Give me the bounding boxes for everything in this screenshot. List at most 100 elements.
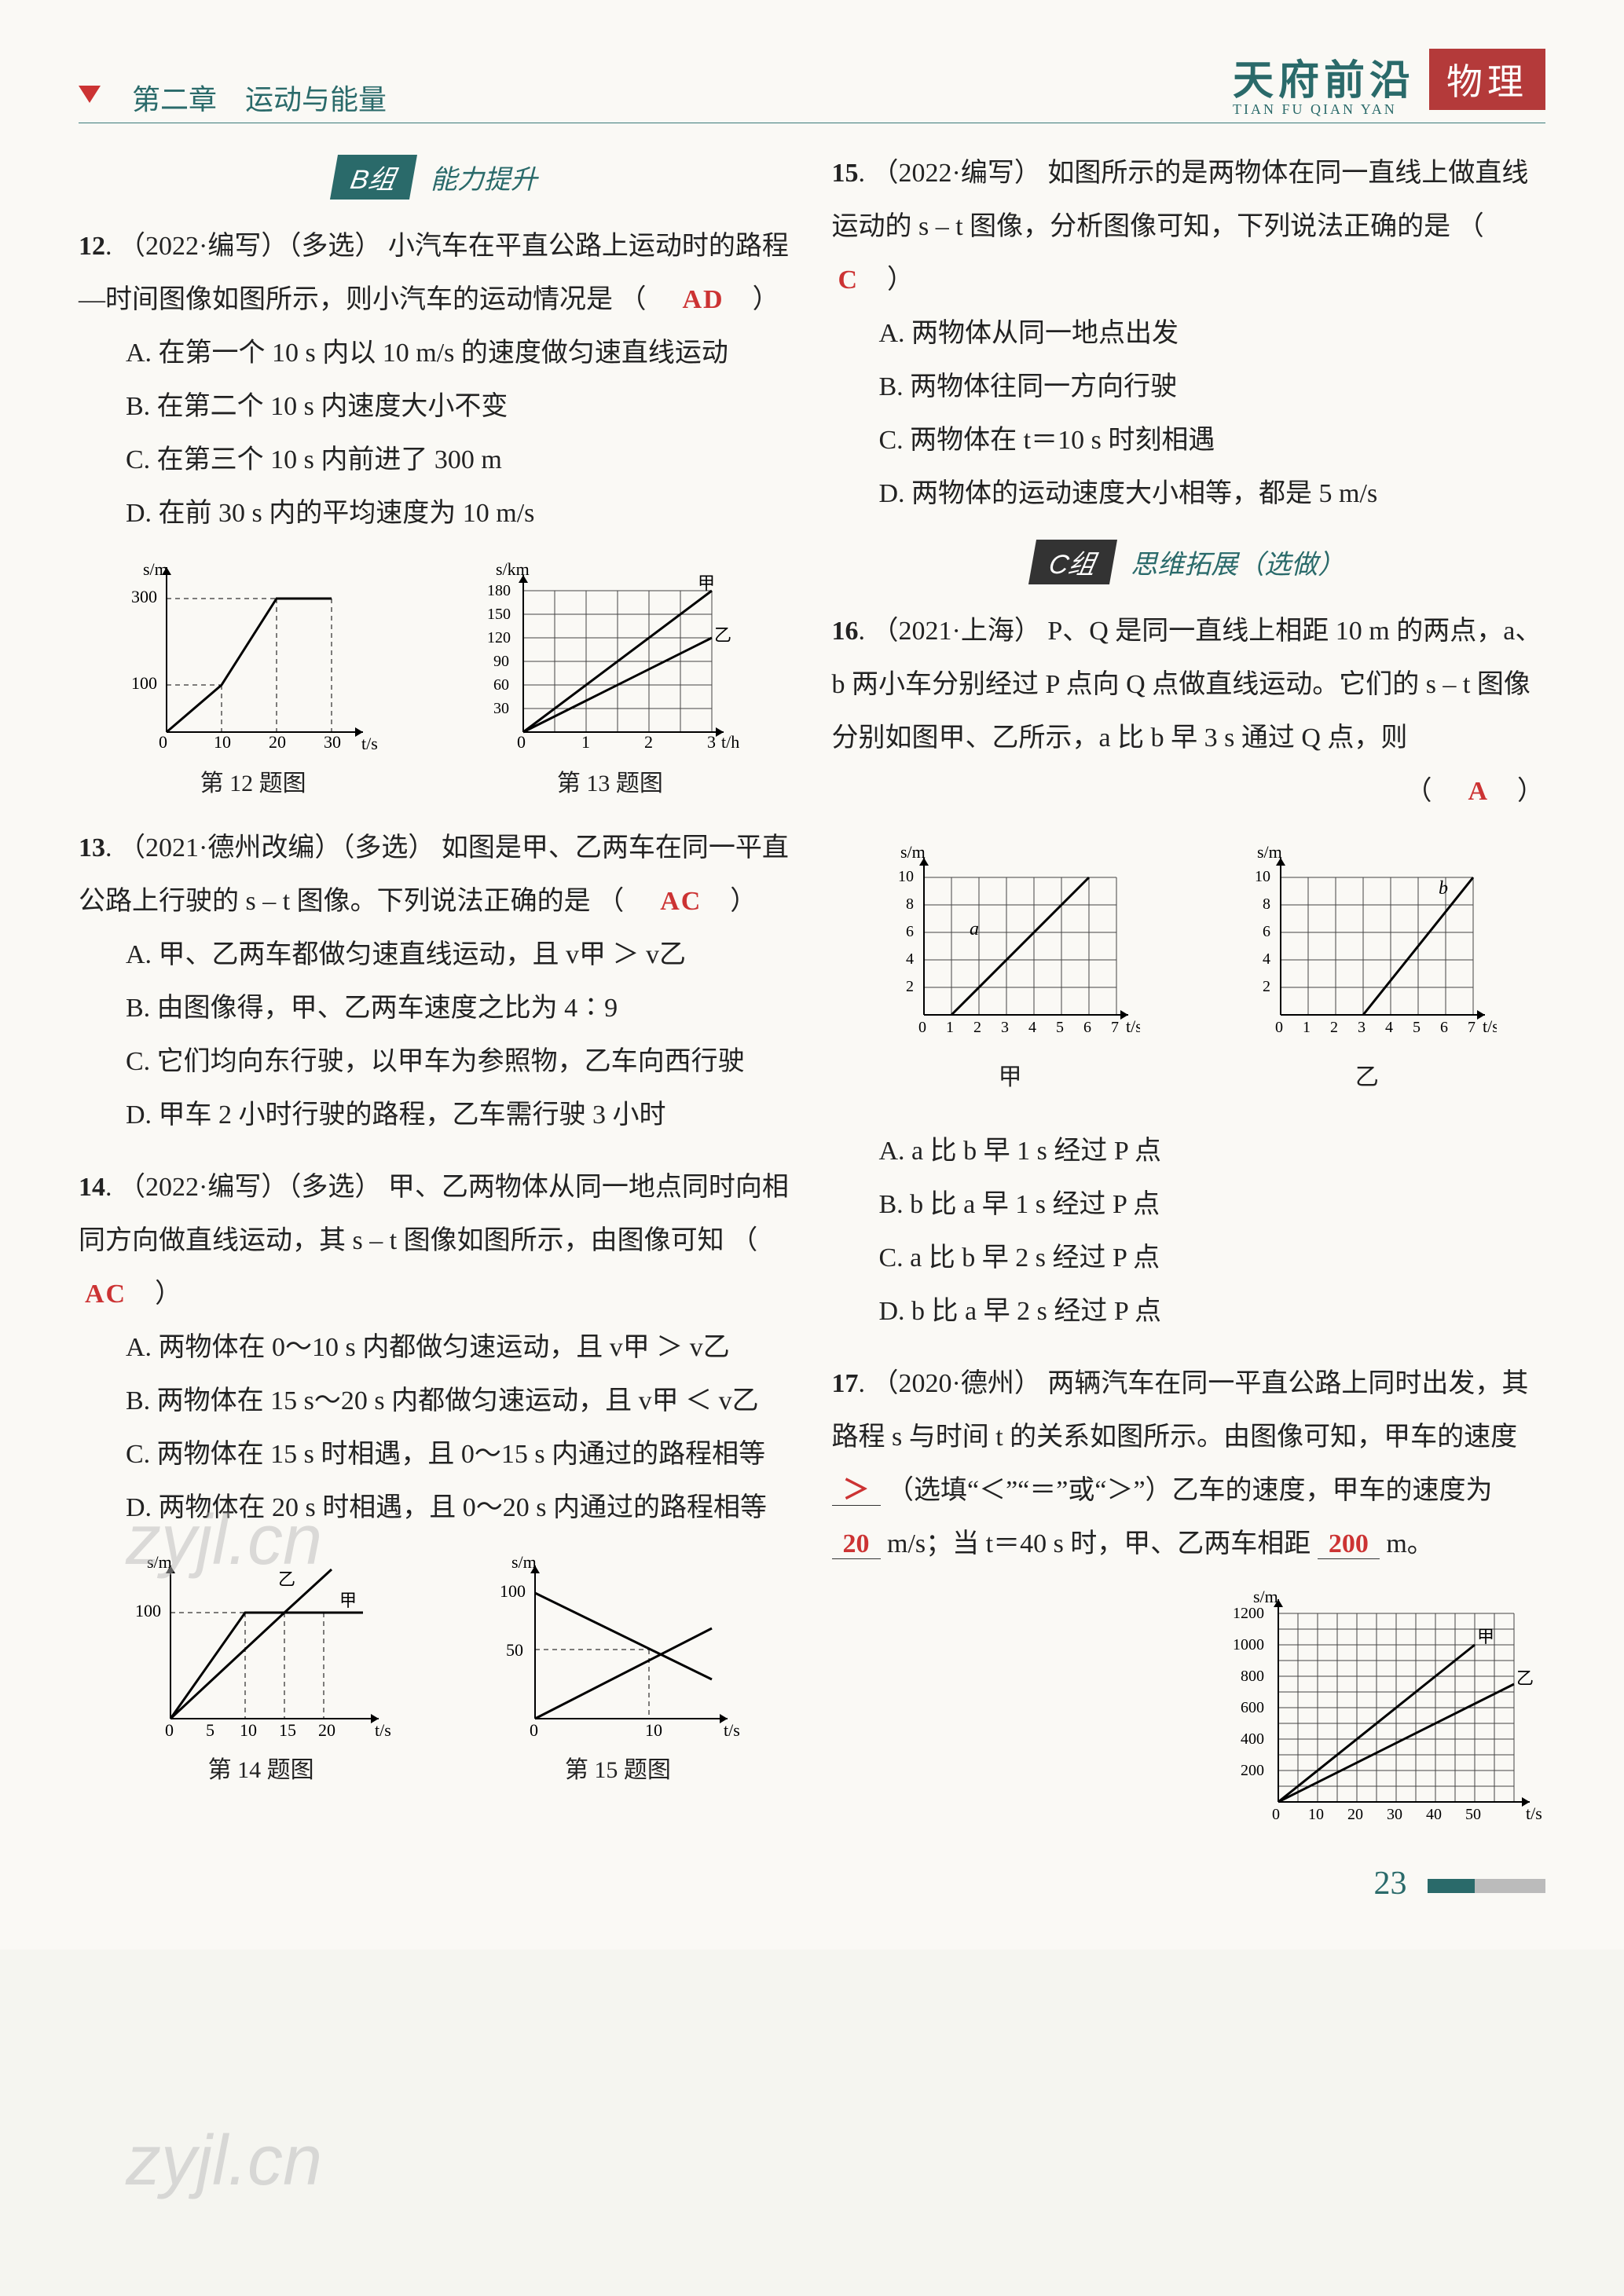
svg-text:6: 6 — [1083, 1019, 1091, 1036]
svg-text:t/s: t/s — [1126, 1016, 1140, 1036]
q14-opt-b: B. 两物体在 15 s～20 s 内都做匀速运动，且 v甲 ＜ v乙 — [126, 1375, 793, 1428]
q17-unit3: m。 — [1386, 1529, 1433, 1558]
svg-text:s/m: s/m — [147, 1554, 172, 1572]
q12-answer-paren: （ AD ） — [620, 285, 781, 314]
q15-answer: C — [838, 265, 860, 295]
triangle-icon — [79, 86, 101, 103]
q13-fig-caption: 第 13 题图 — [476, 764, 743, 798]
svg-text:7: 7 — [1111, 1019, 1119, 1036]
svg-text:20: 20 — [1347, 1806, 1363, 1823]
q12-opt-c: C. 在第三个 10 s 内前进了 300 m — [126, 434, 793, 487]
q16-fig-a-caption: 甲 — [881, 1054, 1140, 1101]
q13-answer: AC — [660, 887, 702, 916]
q16-fig-a: s/mt/s 01 23 45 67 24 68 10 a 甲 — [881, 834, 1140, 1101]
svg-text:t/s: t/s — [1483, 1016, 1497, 1036]
svg-text:100: 100 — [131, 673, 157, 693]
section-c-sub: 思维拓展（选做） — [1131, 551, 1344, 580]
svg-text:90: 90 — [493, 653, 509, 670]
q14-options: A. 两物体在 0～10 s 内都做匀速运动，且 v甲 ＞ v乙 B. 两物体在… — [79, 1321, 793, 1535]
svg-text:甲: 甲 — [339, 1591, 357, 1610]
svg-text:600: 600 — [1241, 1699, 1264, 1716]
q16-fig-b: s/mt/s 01 23 45 67 24 68 10 b 乙 — [1237, 834, 1497, 1101]
q12-q13-figs: s/m t/s 0 10 20 30 100 300 — [79, 559, 793, 798]
svg-text:s/m: s/m — [1253, 1590, 1278, 1606]
svg-text:5: 5 — [1056, 1019, 1064, 1036]
page: 第二章 运动与能量 天府前沿 TIAN FU QIAN YAN 物理 B组 能力… — [0, 0, 1624, 1950]
q13: 13. （2021·德州改编）（多选） 如图是甲、乙两车在同一平直公路上行驶的 … — [79, 822, 793, 1142]
chapter-title: 第二章 运动与能量 — [79, 77, 387, 118]
svg-text:0: 0 — [517, 732, 526, 752]
brand: 天府前沿 TIAN FU QIAN YAN 物理 — [1233, 47, 1545, 118]
pagenum-bar-icon — [1428, 1879, 1545, 1893]
svg-text:100: 100 — [135, 1601, 161, 1620]
q13-no: 13 — [79, 833, 105, 862]
svg-text:1: 1 — [581, 732, 590, 752]
q16-no: 16 — [832, 617, 859, 646]
svg-text:10: 10 — [1255, 868, 1270, 885]
q13-options: A. 甲、乙两车都做匀速直线运动，且 v甲 ＞ v乙 B. 由图像得，甲、乙两车… — [79, 928, 793, 1142]
svg-text:4: 4 — [1263, 950, 1270, 968]
q12-fig: s/m t/s 0 10 20 30 100 300 — [127, 559, 379, 798]
svg-text:2: 2 — [906, 978, 914, 995]
q17-fig: s/mt/s 010 2030 4050 200400 600800 10001… — [1215, 1590, 1545, 1841]
q16-fig-b-caption: 乙 — [1237, 1054, 1497, 1101]
svg-text:s/m: s/m — [511, 1554, 537, 1572]
brand-cn: 天府前沿 — [1233, 47, 1415, 106]
svg-text:30: 30 — [324, 732, 341, 752]
svg-text:120: 120 — [487, 629, 511, 646]
q14-chart: s/mt/s 05 1015 20 100 甲 乙 — [127, 1554, 394, 1750]
svg-text:10: 10 — [240, 1720, 257, 1740]
main-columns: B组 能力提升 12. （2022·编写）（多选） 小汽车在平直公路上运动时的路… — [79, 147, 1545, 1902]
svg-text:甲: 甲 — [698, 573, 715, 593]
q16-opt-a: A. a 比 b 早 1 s 经过 P 点 — [879, 1125, 1546, 1178]
q16-answer-row: （ A ） — [832, 765, 1546, 818]
svg-text:s/m: s/m — [900, 842, 926, 862]
q17-src: （2020·德州） — [872, 1369, 1041, 1398]
svg-text:150: 150 — [487, 606, 511, 623]
svg-text:7: 7 — [1468, 1019, 1476, 1036]
svg-text:200: 200 — [1241, 1762, 1264, 1779]
svg-text:2: 2 — [1330, 1019, 1338, 1036]
svg-text:10: 10 — [214, 732, 231, 752]
section-c: C组 思维拓展（选做） — [832, 540, 1546, 584]
q12-opt-d: D. 在前 30 s 内的平均速度为 10 m/s — [126, 487, 793, 540]
svg-text:60: 60 — [493, 676, 509, 694]
page-number: 23 — [832, 1865, 1546, 1902]
q15-src: （2022·编写） — [872, 159, 1041, 188]
q16-options: A. a 比 b 早 1 s 经过 P 点 B. b 比 a 早 1 s 经过 … — [832, 1125, 1546, 1338]
svg-text:b: b — [1439, 878, 1448, 899]
q17-stem-2: （选填“＜”“＝”或“＞”）乙车的速度，甲车的速度为 — [887, 1476, 1493, 1505]
svg-text:1000: 1000 — [1233, 1636, 1264, 1653]
svg-text:s/m: s/m — [143, 559, 168, 579]
q15-fig-caption: 第 15 题图 — [492, 1750, 743, 1785]
svg-text:8: 8 — [906, 895, 914, 913]
q16-answer: A — [1468, 777, 1489, 806]
svg-text:10: 10 — [1308, 1806, 1324, 1823]
q15: 15. （2022·编写） 如图所示的是两物体在同一直线上做直线运动的 s – … — [832, 147, 1546, 521]
q17-unit2: m/s；当 t＝40 s 时，甲、乙两车相距 — [887, 1529, 1311, 1558]
q13-chart: s/km t/h 01 23 3060 90120 150180 甲 乙 — [476, 559, 743, 764]
q14: 14. （2022·编写）（多选） 甲、乙两物体从同一地点同时向相同方向做直线运… — [79, 1161, 793, 1535]
q16-src: （2021·上海） — [872, 617, 1041, 646]
q14-opt-c: C. 两物体在 15 s 时相遇，且 0～15 s 内通过的路程相等 — [126, 1428, 793, 1481]
svg-text:20: 20 — [318, 1720, 335, 1740]
svg-text:3: 3 — [1358, 1019, 1366, 1036]
q13-fig: s/km t/h 01 23 3060 90120 150180 甲 乙 第 1… — [476, 559, 743, 798]
q14-opt-a: A. 两物体在 0～10 s 内都做匀速运动，且 v甲 ＞ v乙 — [126, 1321, 793, 1375]
svg-text:8: 8 — [1263, 895, 1270, 913]
svg-text:800: 800 — [1241, 1668, 1264, 1685]
svg-text:t/s: t/s — [724, 1720, 740, 1740]
q14-no: 14 — [79, 1173, 105, 1202]
q16-opt-b: B. b 比 a 早 1 s 经过 P 点 — [879, 1178, 1546, 1232]
section-b: B组 能力提升 — [79, 155, 793, 200]
svg-text:300: 300 — [131, 587, 157, 606]
q12-chart: s/m t/s 0 10 20 30 100 300 — [127, 559, 379, 764]
pagenum-text: 23 — [1374, 1866, 1407, 1902]
q14-fig: s/mt/s 05 1015 20 100 甲 乙 第 1 — [127, 1554, 394, 1785]
svg-text:180: 180 — [487, 582, 511, 599]
q15-opt-c: C. 两物体在 t＝10 s 时刻相遇 — [879, 414, 1546, 467]
svg-text:2: 2 — [1263, 978, 1270, 995]
svg-text:s/km: s/km — [496, 559, 530, 579]
q16-figs: s/mt/s 01 23 45 67 24 68 10 a 甲 — [832, 834, 1546, 1101]
section-b-tag: B组 — [330, 155, 417, 200]
